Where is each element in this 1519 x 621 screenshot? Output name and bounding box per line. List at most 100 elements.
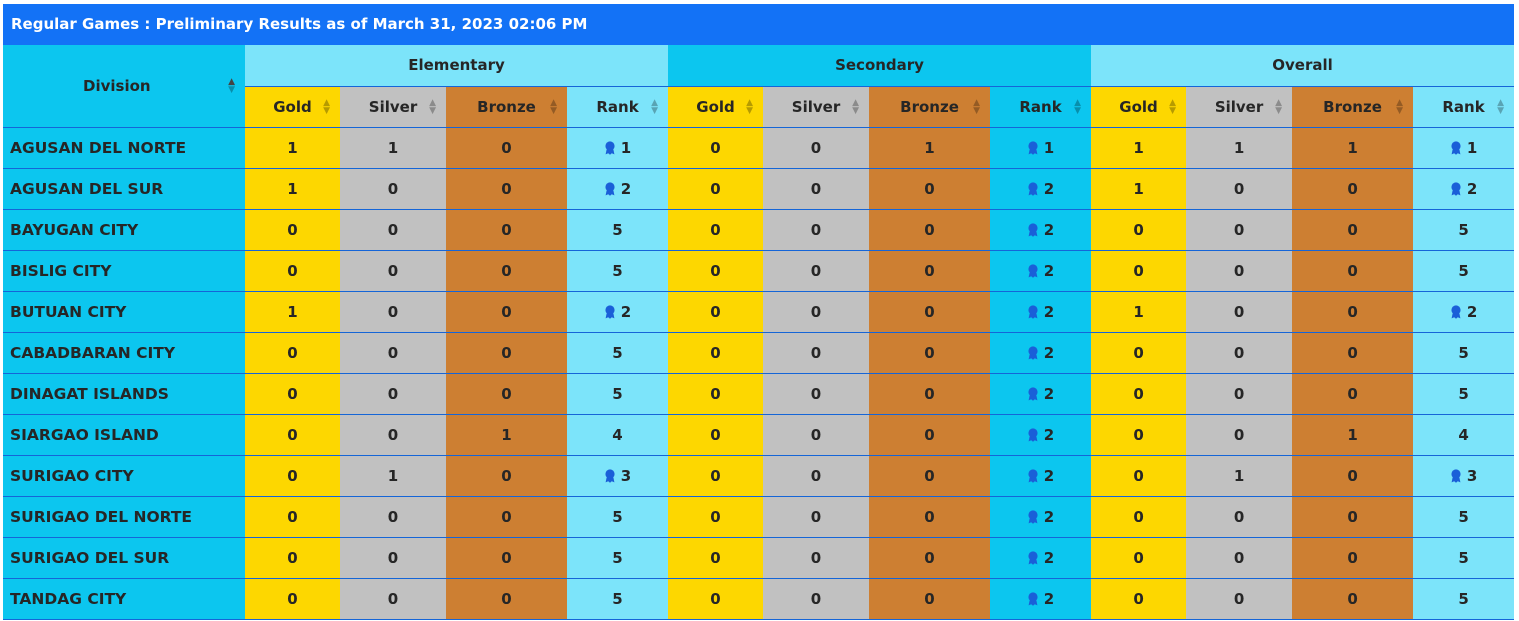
sort-icon[interactable]: ▲ ▼	[323, 97, 330, 116]
column-header-overall-silver[interactable]: Silver ▲ ▼	[1186, 85, 1293, 128]
medal-icon	[605, 468, 615, 483]
medal-icon	[1028, 140, 1038, 155]
secondary-gold-cell: 0	[668, 537, 764, 579]
secondary-bronze-value: 0	[924, 261, 935, 280]
overall-rank-cell: 1	[1413, 127, 1515, 169]
elementary-silver-value: 0	[387, 343, 399, 362]
sort-icon[interactable]: ▲ ▼	[1497, 97, 1505, 116]
secondary-gold-value: 0	[710, 466, 721, 485]
elementary-gold-cell: 1	[245, 168, 340, 210]
column-header-secondary-gold[interactable]: Gold ▲ ▼	[668, 85, 764, 128]
secondary-rank-value: 1	[1043, 138, 1055, 157]
secondary-bronze-cell: 0	[869, 578, 991, 620]
division-name: SURIGAO DEL NORTE	[3, 496, 245, 538]
sort-icon[interactable]: ▲ ▼	[973, 97, 981, 116]
secondary-rank-value: 2	[1043, 548, 1055, 567]
sort-icon[interactable]: ▲ ▼	[1396, 97, 1404, 116]
elementary-gold-cell: 0	[245, 537, 340, 579]
medal-icon	[1028, 427, 1038, 442]
overall-silver-value: 0	[1233, 507, 1245, 526]
secondary-silver-value: 0	[810, 548, 822, 567]
overall-gold-cell: 0	[1091, 414, 1187, 456]
column-header-elementary-rank[interactable]: Rank ▲ ▼	[567, 85, 669, 128]
secondary-gold-cell: 0	[668, 209, 764, 251]
secondary-bronze-value: 0	[924, 384, 935, 403]
overall-silver-value: 0	[1233, 425, 1245, 444]
overall-bronze-cell: 0	[1292, 578, 1414, 620]
secondary-gold-cell: 0	[668, 414, 764, 456]
column-header-overall-gold[interactable]: Gold ▲ ▼	[1091, 85, 1187, 128]
secondary-rank-cell: 2	[990, 250, 1092, 292]
secondary-rank-cell: 2	[990, 578, 1092, 620]
column-header-elementary-silver[interactable]: Silver ▲ ▼	[340, 85, 446, 128]
secondary-silver-value: 0	[810, 261, 822, 280]
column-header-secondary-silver[interactable]: Silver ▲ ▼	[763, 85, 870, 128]
sort-icon[interactable]: ▲ ▼	[1169, 97, 1177, 116]
secondary-silver-value: 0	[810, 138, 822, 157]
sort-icon[interactable]: ▲ ▼	[1275, 97, 1283, 116]
sort-icon[interactable]: ▲ ▼	[429, 97, 436, 116]
table-row: CABADBARAN CITY 0 0 0 5 0 0 0 2 0 0 0 5	[3, 332, 1515, 374]
elementary-bronze-value: 0	[501, 507, 512, 526]
overall-rank-cell: 5	[1413, 373, 1515, 415]
secondary-bronze-value: 0	[924, 343, 935, 362]
secondary-silver-cell: 0	[763, 332, 870, 374]
overall-silver-value: 0	[1233, 384, 1245, 403]
overall-gold-value: 1	[1133, 138, 1144, 157]
overall-gold-cell: 0	[1091, 455, 1187, 497]
elementary-gold-value: 0	[287, 261, 298, 280]
column-header-label: Gold	[273, 97, 312, 116]
overall-bronze-value: 0	[1347, 343, 1358, 362]
secondary-bronze-value: 1	[924, 138, 935, 157]
secondary-bronze-cell: 0	[869, 373, 991, 415]
secondary-silver-value: 0	[810, 302, 822, 321]
secondary-rank-cell: 2	[990, 209, 1092, 251]
elementary-bronze-cell: 0	[446, 291, 567, 333]
overall-gold-cell: 0	[1091, 250, 1187, 292]
division-column-header[interactable]: Division ▲ ▼	[3, 45, 245, 128]
elementary-rank-cell: 5	[567, 209, 669, 251]
column-header-label: Rank	[1019, 97, 1062, 116]
elementary-silver-cell: 0	[340, 414, 446, 456]
elementary-rank-value: 2	[620, 302, 632, 321]
elementary-silver-value: 0	[387, 507, 399, 526]
overall-rank-value: 5	[1458, 343, 1469, 362]
overall-gold-value: 0	[1133, 384, 1144, 403]
sort-icon[interactable]: ▲ ▼	[1074, 97, 1082, 116]
division-header-label: Division	[83, 76, 151, 95]
elementary-gold-value: 1	[287, 179, 298, 198]
column-header-overall-rank[interactable]: Rank ▲ ▼	[1413, 85, 1515, 128]
overall-rank-value: 5	[1458, 507, 1469, 526]
column-header-secondary-bronze[interactable]: Bronze ▲ ▼	[869, 85, 991, 128]
elementary-gold-value: 0	[287, 466, 298, 485]
sort-icon[interactable]: ▲ ▼	[746, 97, 754, 116]
secondary-silver-cell: 0	[763, 168, 870, 210]
column-header-elementary-bronze[interactable]: Bronze ▲ ▼	[446, 85, 567, 128]
sort-icon[interactable]: ▲ ▼	[852, 97, 860, 116]
overall-gold-cell: 1	[1091, 291, 1187, 333]
column-header-overall-bronze[interactable]: Bronze ▲ ▼	[1292, 85, 1414, 128]
overall-silver-value: 1	[1233, 466, 1245, 485]
overall-bronze-cell: 0	[1292, 455, 1414, 497]
column-header-elementary-gold[interactable]: Gold ▲ ▼	[245, 85, 340, 128]
secondary-rank-value: 2	[1043, 302, 1055, 321]
overall-rank-cell: 2	[1413, 291, 1515, 333]
elementary-gold-cell: 0	[245, 455, 340, 497]
secondary-gold-value: 0	[710, 507, 721, 526]
secondary-gold-value: 0	[710, 384, 721, 403]
secondary-rank-cell: 2	[990, 332, 1092, 374]
secondary-gold-cell: 0	[668, 168, 764, 210]
overall-bronze-value: 1	[1347, 425, 1358, 444]
overall-gold-cell: 1	[1091, 168, 1187, 210]
secondary-bronze-cell: 0	[869, 168, 991, 210]
sort-icon[interactable]: ▲ ▼	[228, 76, 235, 95]
column-header-label: Rank	[596, 97, 639, 116]
elementary-gold-cell: 1	[245, 291, 340, 333]
elementary-rank-cell: 2	[567, 291, 669, 333]
secondary-bronze-cell: 0	[869, 291, 991, 333]
overall-bronze-value: 0	[1347, 179, 1358, 198]
elementary-silver-cell: 1	[340, 455, 446, 497]
sort-icon[interactable]: ▲ ▼	[651, 97, 659, 116]
column-header-secondary-rank[interactable]: Rank ▲ ▼	[990, 85, 1092, 128]
sort-icon[interactable]: ▲ ▼	[550, 97, 557, 116]
